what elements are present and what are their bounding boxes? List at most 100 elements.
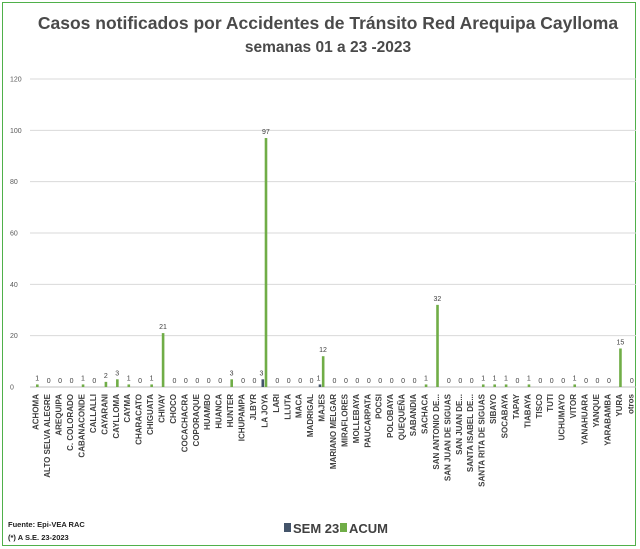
x-tick-label: TAPAY (512, 393, 521, 419)
y-axis: 0 20 40 60 80 100 120 (10, 77, 22, 392)
x-tick-label: CAYLLOMA (112, 394, 121, 439)
y-tick-label: 80 (10, 179, 18, 186)
x-tick-label: SANTA RITA DE SIGUAS (478, 393, 487, 487)
x-tick-label: MADRIGAL (306, 394, 315, 437)
x-tick-label: SIBAYO (489, 394, 498, 424)
x-tick-label: CAYARANI (100, 394, 109, 435)
x-tick-label: YANAHUARA (581, 394, 590, 445)
x-tick-label: MARIANO MELGAR (329, 394, 338, 469)
x-tick-label: otros (626, 393, 635, 414)
bar-acum (504, 384, 508, 387)
x-axis: ACHOMA ALTO SELVA ALEGRE AREQUIPA C. COLORA… (32, 393, 636, 487)
x-tick-label: MACA (295, 394, 304, 418)
data-label-acum: 0 (275, 378, 279, 385)
bar-acum (424, 384, 428, 387)
bar-sem23 (318, 384, 322, 387)
bar-acum (264, 138, 268, 387)
data-label-acum: 1 (527, 375, 531, 382)
legend-swatch-acum (340, 523, 347, 532)
x-tick-label: HUAMBO (203, 394, 212, 430)
chart-title: Casos notificados por Accidentes de Trán… (38, 13, 618, 33)
data-label-acum: 0 (184, 378, 188, 385)
data-label-acum: 0 (607, 378, 611, 385)
bar-acum (321, 356, 325, 387)
x-tick-label: ALTO SELVA ALEGRE (43, 393, 52, 477)
x-tick-label: MAJES (318, 393, 327, 421)
data-label-acum: 0 (561, 378, 565, 385)
bar-acum (104, 381, 108, 387)
footer-note: (*) A S.E. 23-2023 (8, 533, 69, 542)
bars (36, 138, 622, 387)
data-label-acum: 12 (319, 347, 327, 354)
y-tick-label: 0 (10, 385, 14, 392)
data-label-acum: 3 (115, 370, 119, 377)
x-tick-label: CHARACATO (135, 394, 144, 445)
bar-acum (81, 384, 85, 387)
data-label-acum: 0 (584, 378, 588, 385)
data-label-acum: 0 (344, 378, 348, 385)
x-tick-label: HUANCA (215, 394, 224, 429)
data-label-acum: 0 (355, 378, 359, 385)
data-label-acum: 0 (172, 378, 176, 385)
data-label-acum: 0 (253, 378, 257, 385)
data-label-acum: 0 (367, 378, 371, 385)
data-label-acum: 0 (538, 378, 542, 385)
data-label-acum: 0 (70, 378, 74, 385)
x-tick-label: TISCO (535, 394, 544, 418)
x-tick-label: PAUCARPATA (363, 394, 372, 448)
bar-acum (116, 379, 119, 387)
data-label-sem23: 3 (259, 370, 263, 377)
data-label-acum: 0 (550, 378, 554, 385)
data-label-acum: 0 (298, 378, 302, 385)
x-tick-label: LA JOYA (260, 394, 269, 428)
data-label-acum: 1 (424, 375, 428, 382)
data-label-acum: 1 (81, 375, 85, 382)
x-tick-label: SANTA ISABEL DE... (466, 394, 475, 472)
x-tick-label: JLBYR (249, 394, 258, 420)
legend-label-sem23: SEM 23 (293, 521, 339, 536)
legend: SEM 23 ACUM (284, 521, 388, 536)
data-label-acum: 0 (138, 378, 142, 385)
data-label-acum: 1 (127, 375, 131, 382)
data-label-acum: 0 (218, 378, 222, 385)
y-tick-label: 60 (10, 231, 18, 238)
x-tick-label: COPORAQUE (192, 393, 201, 446)
data-label-acum: 1 (493, 375, 497, 382)
data-label-acum: 2 (104, 373, 108, 380)
data-label-acum: 0 (47, 378, 51, 385)
x-tick-label: VITOR (569, 394, 578, 419)
x-tick-label: ACHOMA (32, 394, 41, 430)
x-tick-label: YANQUE (592, 393, 601, 427)
data-label-sem23: 1 (317, 375, 321, 382)
data-label-acum: 1 (35, 375, 39, 382)
x-tick-label: SAN JUAN DE... (455, 394, 464, 455)
x-tick-label: MIRAFLORES (340, 393, 349, 447)
data-label-acum: 0 (92, 378, 96, 385)
x-tick-label: CABANACONDE (77, 393, 86, 457)
bar-acum (436, 304, 439, 387)
legend-label-acum: ACUM (349, 521, 388, 536)
x-tick-label: SOCABAYA (501, 394, 510, 439)
data-label-acum: 32 (434, 296, 442, 303)
data-label-acum: 0 (447, 378, 451, 385)
data-label-acum: 1 (573, 375, 577, 382)
x-tick-label: SAN ANTONIO DE... (432, 394, 441, 470)
chart-subtitle: semanas 01 a 23 -2023 (245, 39, 412, 56)
x-tick-label: SABANDIA (409, 394, 418, 436)
data-label-acum: 0 (58, 378, 62, 385)
data-label-acum: 0 (413, 378, 417, 385)
bar-acum (493, 384, 496, 387)
bar-acum (36, 384, 39, 387)
x-tick-label: MOLLEBAYA (352, 394, 361, 443)
y-tick-label: 100 (10, 128, 22, 135)
bar-acum (527, 384, 531, 387)
data-label-acum: 0 (515, 378, 519, 385)
data-label-acum: 0 (596, 378, 600, 385)
x-tick-label: CAYMA (123, 394, 132, 423)
y-tick-label: 120 (10, 77, 22, 84)
data-label-acum: 0 (458, 378, 462, 385)
footer-source: Fuente: Epi-VEA RAC (8, 520, 85, 529)
bar-acum (150, 384, 153, 387)
